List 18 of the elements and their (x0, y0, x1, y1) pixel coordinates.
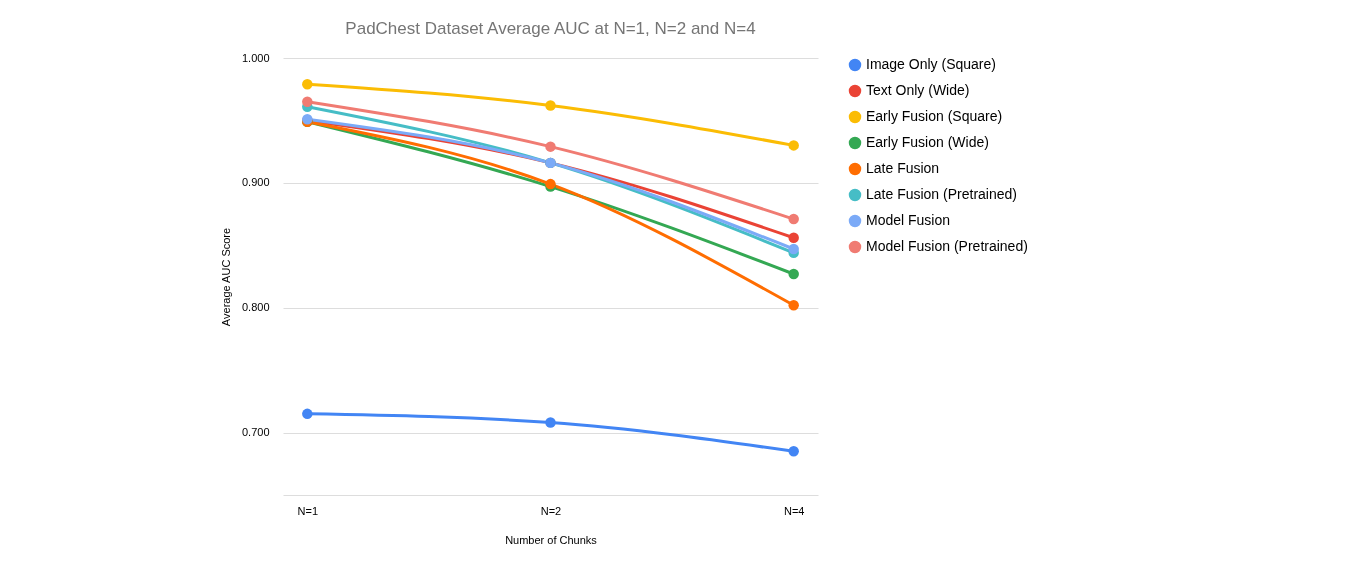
y-tick-label: 0.800 (241, 301, 270, 314)
legend-label: Text Only (Wide) (866, 82, 970, 98)
x-tick-label: N=4 (783, 504, 805, 517)
legend-label: Model Fusion (866, 212, 951, 228)
y-axis-title: Average AUC Score (219, 227, 232, 327)
legend-label: Late Fusion (Pretrained) (866, 186, 1017, 202)
chart-title: PadChest Dataset Average AUC at N=1, N=2 and N=4 (345, 19, 756, 38)
x-tick-label: N=2 (540, 504, 562, 517)
y-tick-label: 1.000 (241, 51, 270, 64)
x-tick-label: N=1 (297, 504, 319, 517)
legend-label: Early Fusion (Square) (866, 108, 1003, 124)
legend-label: Late Fusion (866, 160, 940, 176)
legend-label: Early Fusion (Wide) (866, 134, 989, 150)
legend-label: Model Fusion (Pretrained) (866, 238, 1028, 254)
y-tick-label: 0.900 (241, 176, 270, 189)
x-axis-title: Number of Chunks (505, 533, 598, 546)
legend-label: Image Only (Square) (866, 56, 996, 72)
y-tick-label: 0.700 (241, 426, 270, 439)
